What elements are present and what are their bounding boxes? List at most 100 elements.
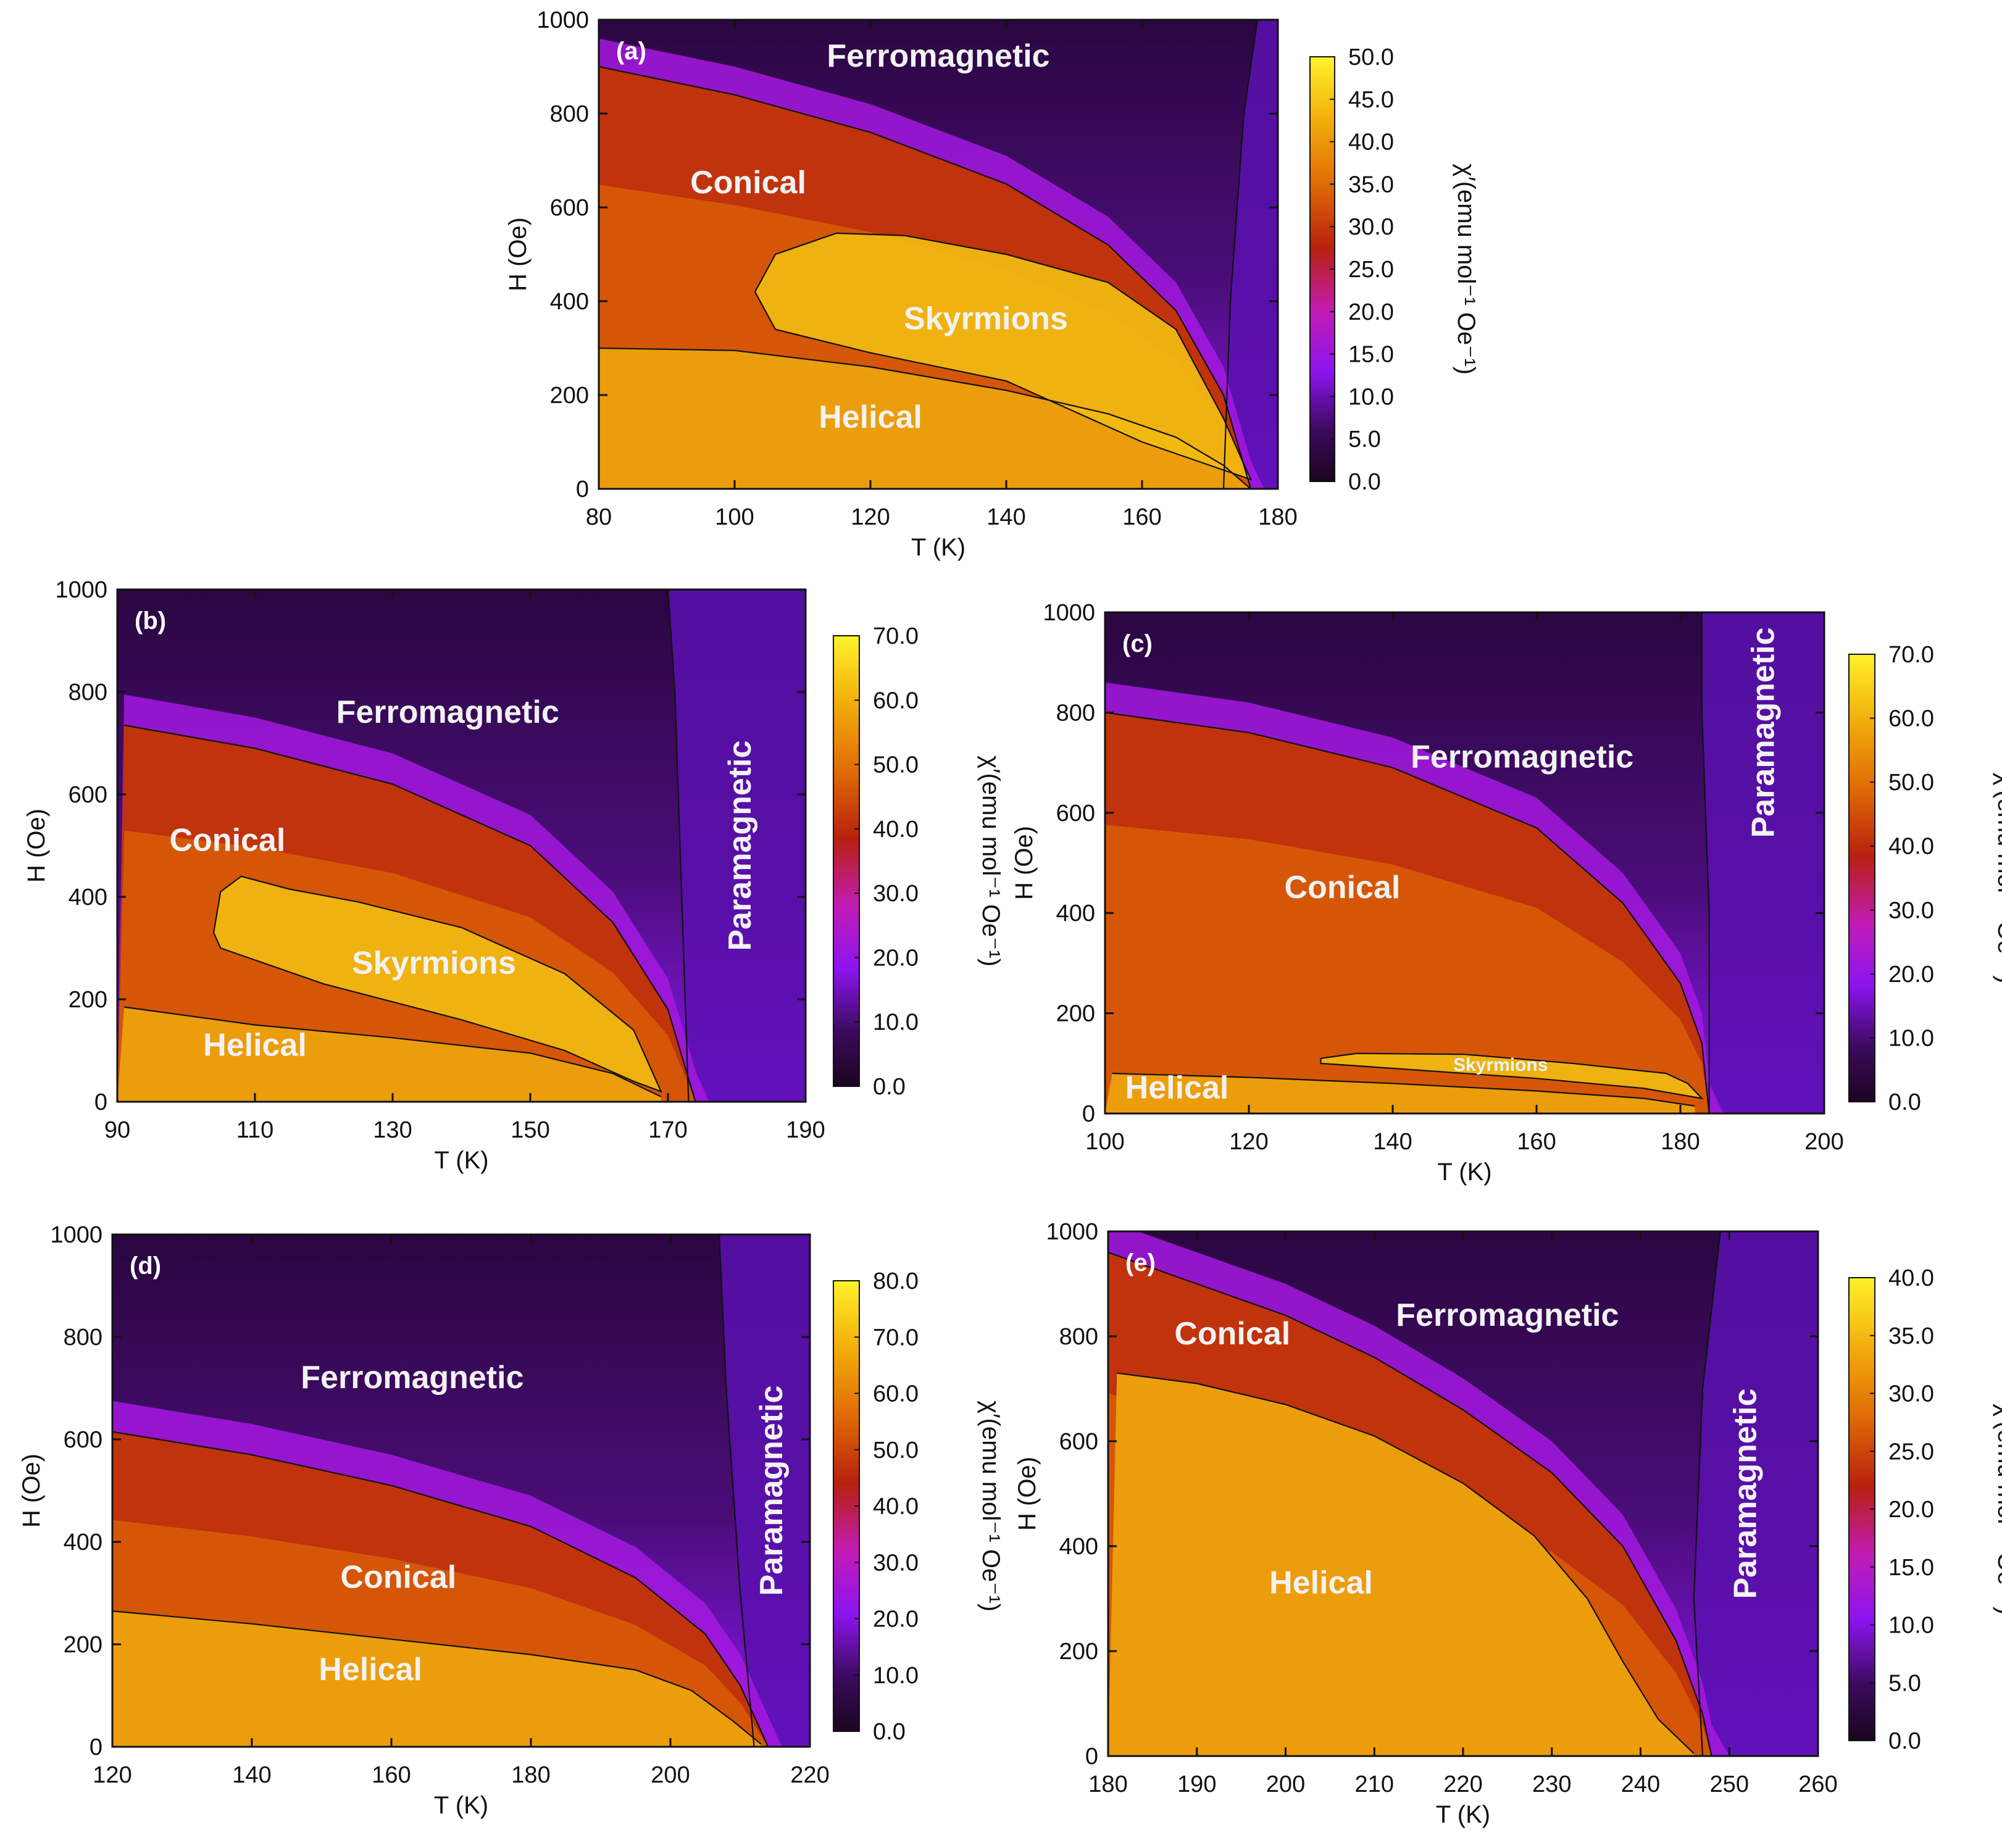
colorbar-tick-label: 0.0 [1888, 1089, 1921, 1115]
region-label-conical: Conical [690, 165, 806, 201]
y-tick-label: 400 [69, 884, 107, 910]
helical-fill [1108, 1373, 1694, 1756]
colorbar-tick-label: 35.0 [1888, 1323, 1934, 1349]
y-tick-label: 600 [550, 195, 589, 221]
region-label-conical: Conical [340, 1560, 456, 1596]
x-tick-label: 200 [1266, 1771, 1305, 1797]
paramagnetic-fill [719, 1234, 810, 1747]
x-tick-label: 100 [1085, 1129, 1124, 1155]
region-label-skyrmions: Skyrmions [352, 946, 516, 981]
region-label-paramagnetic: Paramagnetic [1745, 627, 1781, 838]
colorbar [833, 636, 859, 1086]
y-tick-label: 0 [1082, 1101, 1095, 1127]
skyrmion-fill [214, 876, 661, 1092]
panel-label: (a) [616, 38, 646, 65]
colorbar-label: χ′(emu mol⁻¹ Oe⁻¹) [1993, 773, 2002, 984]
x-tick-label: 140 [232, 1762, 271, 1788]
colorbar-tick-label: 10.0 [1888, 1025, 1934, 1051]
x-tick-label: 160 [1517, 1129, 1556, 1155]
colorbar-tick-label: 80.0 [873, 1268, 919, 1294]
boundary-helical_upper [124, 1006, 662, 1097]
colorbar-tick-label: 20.0 [873, 945, 919, 971]
x-tick-label: 210 [1355, 1771, 1394, 1797]
panel-4: 120 140 160 180 200 220 0 200 400 600 800 1000 T (K)… [18, 1222, 1004, 1819]
boundary-helical_upper [112, 1610, 762, 1745]
y-tick-label: 400 [64, 1530, 102, 1555]
x-tick-label: 140 [1373, 1129, 1412, 1155]
colorbar-tick-label: 60.0 [1888, 706, 1934, 732]
colorbar-tick-label: 5.0 [1888, 1670, 1921, 1696]
heatmap-area [599, 20, 1278, 489]
colorbar-tick-label: 25.0 [1888, 1439, 1934, 1465]
panel-label: (c) [1122, 630, 1153, 657]
y-tick-label: 0 [576, 477, 589, 502]
y-axis-label: H (Oe) [504, 217, 532, 291]
paramagnetic-fill [1693, 1231, 1818, 1756]
y-axis-label: H (Oe) [18, 1454, 45, 1528]
boundary-ferro [124, 724, 696, 1102]
colorbar-tick-label: 60.0 [873, 688, 919, 714]
panel-3: 100 120 140 160 180 200 0 200 400 600 800 1000 T (K)… [1011, 600, 2002, 1186]
plot-frame [598, 19, 1279, 490]
colorbar-frame [1848, 654, 1875, 1102]
region-label-helical: Helical [203, 1027, 307, 1063]
region-label-paramagnetic: Paramagnetic [722, 740, 758, 951]
region-label-paramagnetic: Paramagnetic [1727, 1388, 1763, 1599]
y-tick-label: 400 [550, 289, 589, 315]
colorbar-tick-label: 30.0 [1888, 897, 1934, 923]
y-tick-label: 200 [69, 987, 107, 1013]
colorbar-label: χ′(emu mol⁻¹ Oe⁻¹) [977, 755, 1004, 967]
colorbar-tick-label: 10.0 [1348, 384, 1394, 410]
helical-fill [1105, 1073, 1695, 1113]
boundary-helical_upper [1112, 1072, 1695, 1107]
y-tick-label: 1000 [1046, 1219, 1098, 1245]
y-tick-label: 0 [94, 1089, 107, 1115]
helical-fill [117, 1007, 661, 1102]
y-tick-label: 600 [1059, 1429, 1098, 1455]
x-axis-label: T (K) [911, 534, 966, 561]
skyrmion-fill [1320, 1053, 1702, 1099]
colorbar-tick-label: 40.0 [873, 817, 919, 843]
y-tick-label: 800 [1059, 1324, 1098, 1350]
x-tick-label: 120 [851, 504, 890, 530]
panel-5: 180 190 200 210 220 230 240 250 260 0 200 400 600 800… [1014, 1219, 2002, 1828]
heatmap-area [112, 1234, 810, 1747]
boundary-helical_upper [599, 347, 1251, 489]
region-label-paramagnetic: Paramagnetic [754, 1385, 790, 1596]
y-tick-label: 200 [64, 1632, 102, 1658]
colorbar-tick-label: 50.0 [1888, 770, 1934, 796]
x-tick-label: 190 [1177, 1771, 1216, 1797]
x-tick-label: 160 [1122, 504, 1161, 530]
plot-frame [116, 588, 807, 1103]
x-tick-label: 130 [373, 1117, 412, 1143]
boundary-skyrmion [1320, 1052, 1704, 1100]
x-tick-label: 160 [372, 1762, 411, 1788]
heatmap-area [1108, 1231, 1818, 1756]
x-tick-label: 100 [715, 504, 754, 530]
x-tick-label: 200 [651, 1762, 690, 1788]
colorbar-tick-label: 20.0 [1888, 1497, 1934, 1523]
x-tick-label: 140 [986, 504, 1025, 530]
colorbar-tick-label: 50.0 [1348, 44, 1394, 70]
panel-label: (e) [1125, 1249, 1156, 1276]
y-tick-label: 800 [69, 680, 107, 705]
colorbar-tick-label: 50.0 [873, 1438, 919, 1463]
panel-label: (b) [135, 607, 166, 635]
y-tick-label: 0 [90, 1734, 102, 1760]
colorbar-tick-label: 15.0 [1348, 342, 1394, 368]
colorbar-tick-label: 30.0 [873, 1550, 919, 1576]
colorbar-tick-label: 40.0 [1888, 1265, 1934, 1291]
paramagnetic-fill [1701, 612, 1824, 1113]
x-tick-label: 110 [236, 1117, 274, 1143]
boundary-ferro [112, 1431, 769, 1747]
colorbar-tick-label: 15.0 [1888, 1555, 1934, 1581]
boundary-paramagnetic [667, 589, 690, 1102]
region-label-ferromagnetic: Ferromagnetic [1396, 1297, 1619, 1333]
x-tick-label: 80 [586, 504, 612, 530]
paramagnetic-fill [1224, 20, 1278, 489]
boundary-skyrmion [754, 232, 1253, 481]
x-axis-label: T (K) [434, 1792, 488, 1819]
y-tick-label: 1000 [50, 1222, 102, 1248]
x-tick-label: 180 [1661, 1129, 1700, 1155]
region-label-conical: Conical [1174, 1316, 1290, 1352]
